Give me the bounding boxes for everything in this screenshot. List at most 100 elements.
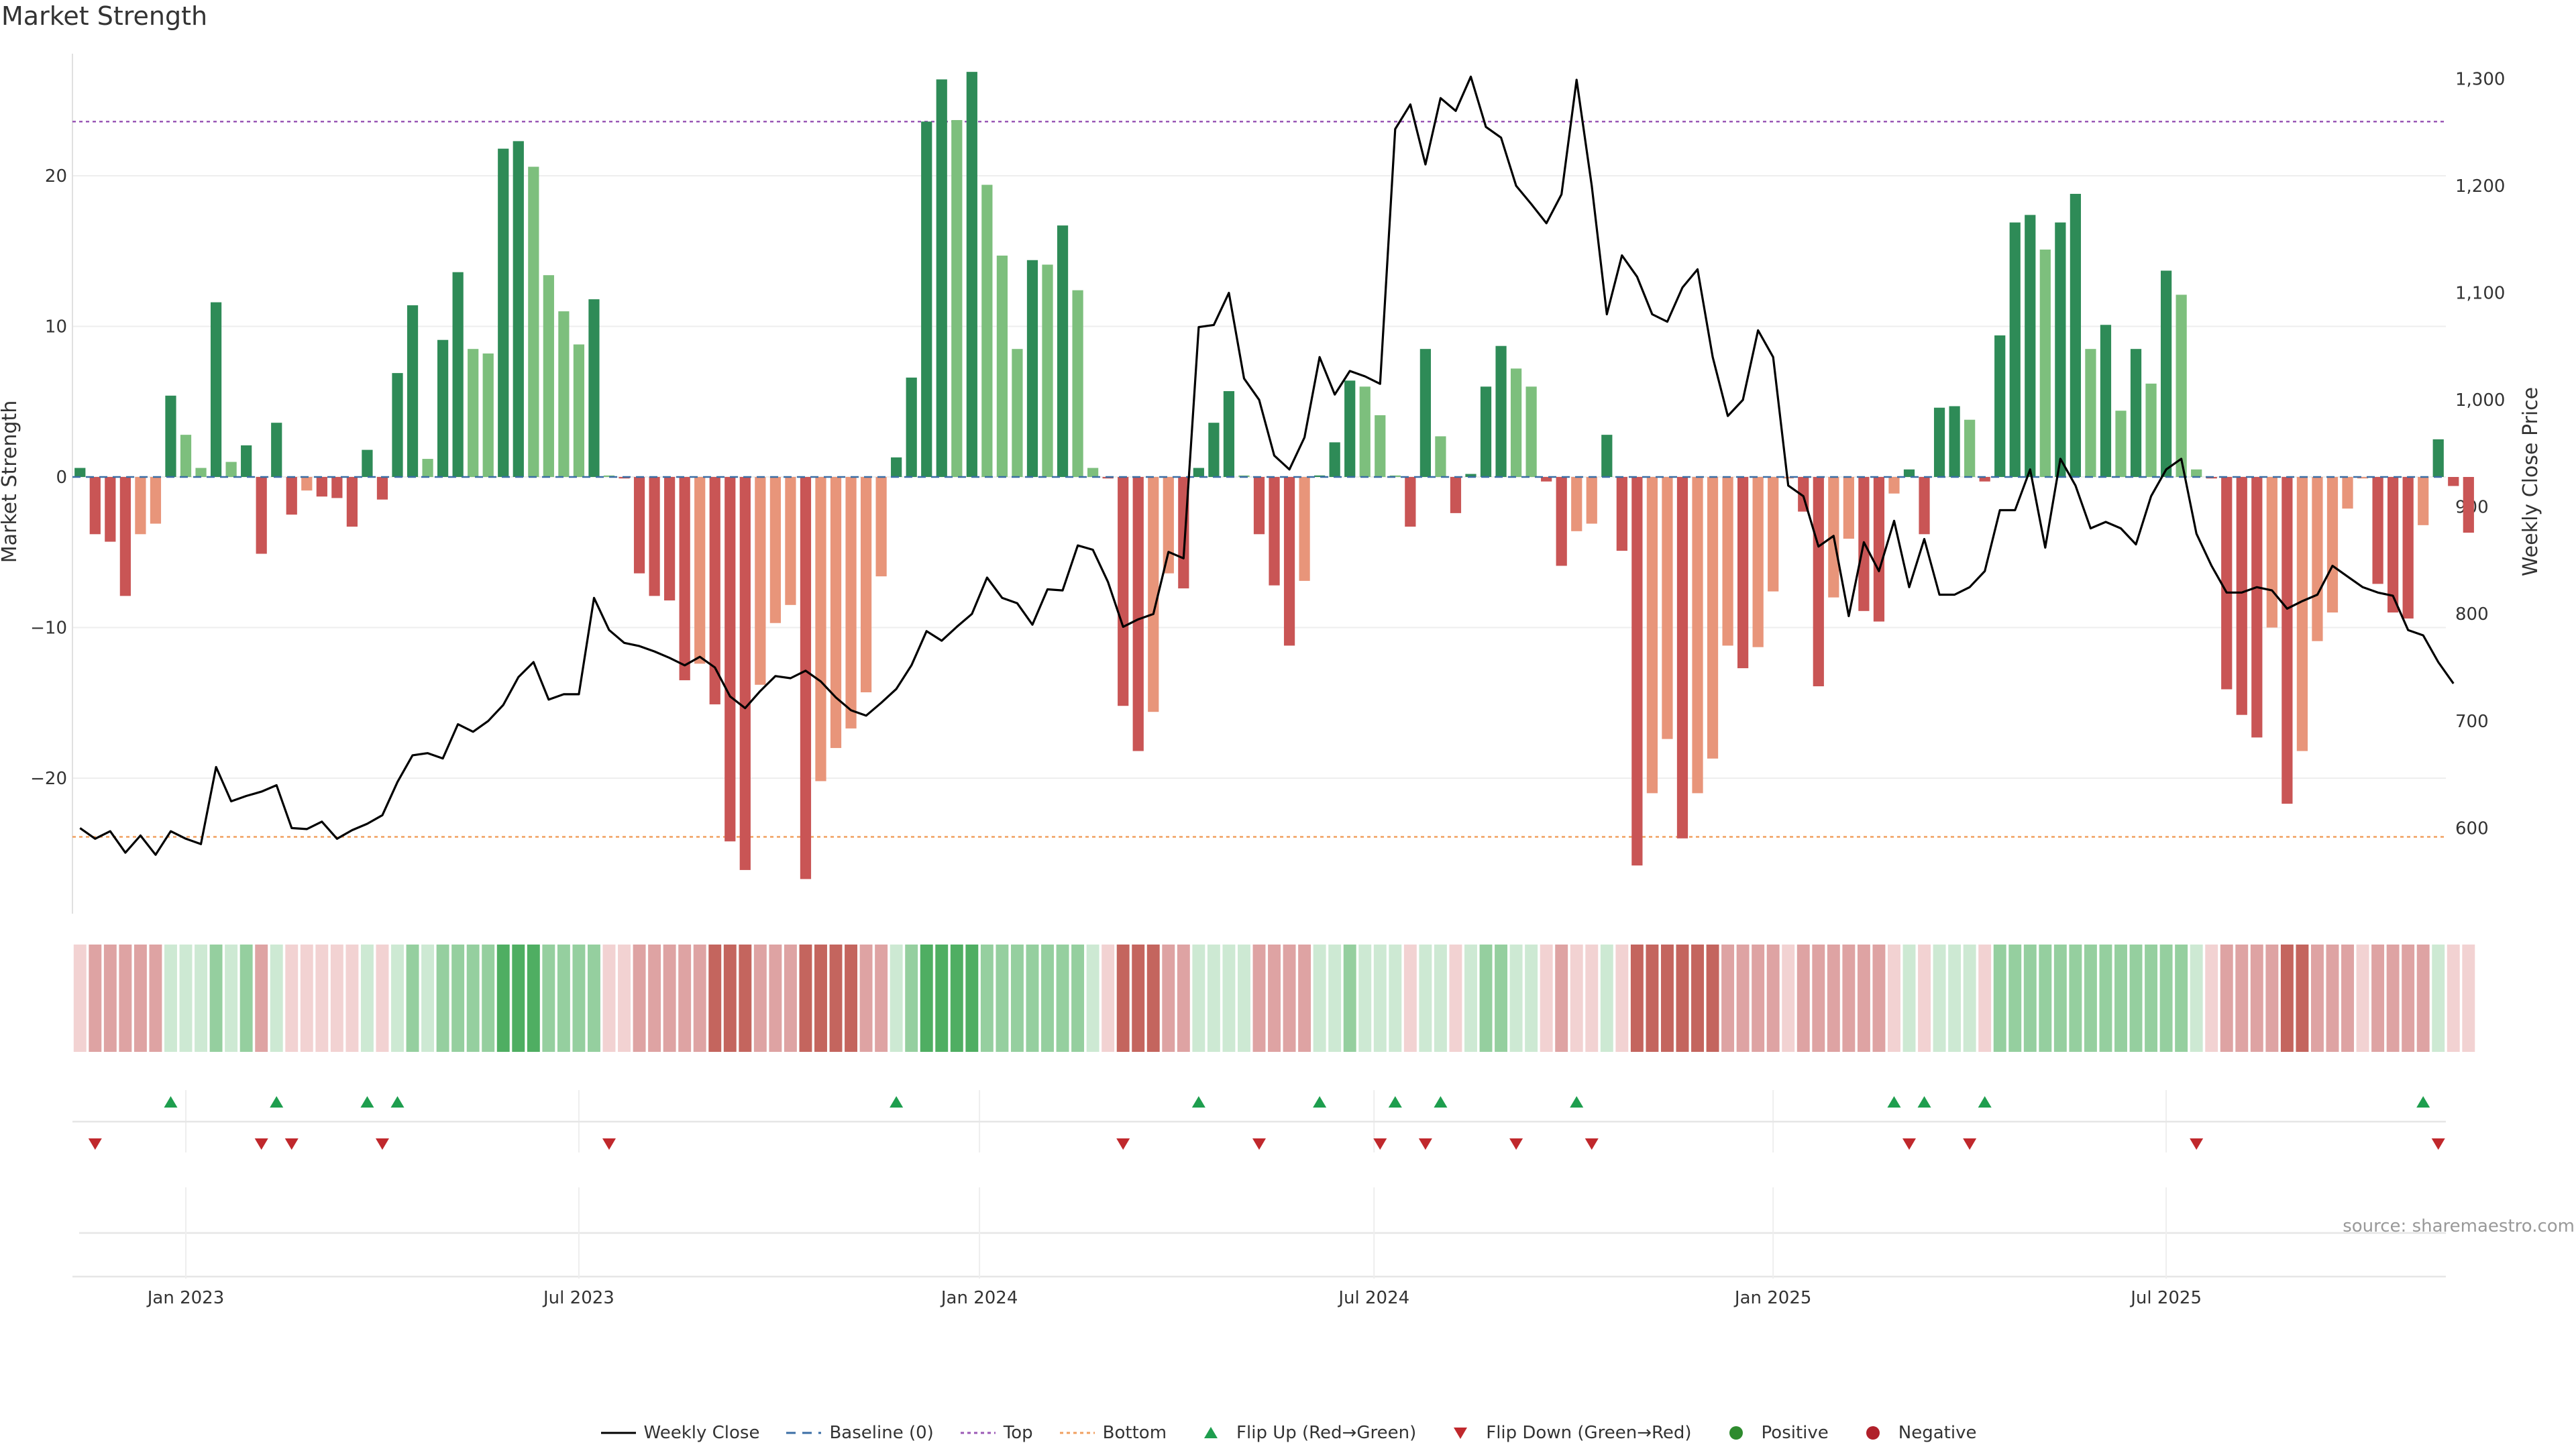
- regime-cell: [496, 945, 510, 1052]
- strength-bar: [1586, 477, 1597, 524]
- regime-cell: [1071, 945, 1085, 1052]
- regime-cell: [239, 945, 253, 1052]
- strength-bar: [2312, 477, 2323, 641]
- strength-bar: [1662, 477, 1673, 739]
- regime-cell: [1116, 945, 1130, 1052]
- regime-cell: [2386, 945, 2400, 1052]
- regime-cell: [2099, 945, 2112, 1052]
- strength-bar: [891, 457, 902, 477]
- strength-bar: [437, 339, 449, 477]
- regime-cell: [587, 945, 600, 1052]
- regime-cell: [1056, 945, 1069, 1052]
- legend-swatch: [1204, 1427, 1218, 1438]
- regime-cell: [1978, 945, 1992, 1052]
- flip-down-marker: [1963, 1138, 1977, 1150]
- regime-cell: [1419, 945, 1432, 1052]
- strength-bar: [1193, 468, 1204, 477]
- x-tick-label: Jan 2025: [1733, 1288, 1812, 1308]
- strength-bar: [785, 477, 796, 605]
- strength-bar: [1994, 335, 2006, 477]
- x-tick-label: Jan 2024: [940, 1288, 1018, 1308]
- regime-cell: [1026, 945, 1039, 1052]
- strength-bar: [1026, 260, 1038, 477]
- regime-cell: [1721, 945, 1735, 1052]
- strength-bar: [2100, 325, 2112, 477]
- regime-cell: [1373, 945, 1387, 1052]
- strength-bar: [119, 477, 131, 596]
- strength-bar: [1269, 477, 1280, 586]
- regime-cell: [360, 945, 374, 1052]
- regime-cell: [2023, 945, 2037, 1052]
- strength-bar: [633, 477, 645, 574]
- flip-up-marker: [1570, 1096, 1584, 1108]
- regime-cell: [1298, 945, 1311, 1052]
- regime-cell: [1403, 945, 1417, 1052]
- regime-cell: [2069, 945, 2082, 1052]
- regime-cell: [1752, 945, 1765, 1052]
- strength-bar: [1541, 477, 1552, 482]
- strength-bar: [1646, 477, 1658, 794]
- y-right-tick-label: 800: [2455, 604, 2489, 625]
- regime-cell: [1827, 945, 1840, 1052]
- regime-cell: [2129, 945, 2143, 1052]
- legend-item-flip-up: Flip Up (Red→Green): [1192, 1423, 1416, 1443]
- y-right-tick-label: 600: [2455, 818, 2489, 839]
- regime-cell: [1177, 945, 1190, 1052]
- regime-cell: [1918, 945, 1931, 1052]
- regime-cell: [814, 945, 827, 1052]
- strength-bar: [2372, 477, 2383, 584]
- regime-cell: [421, 945, 435, 1052]
- strength-bar: [1722, 477, 1733, 646]
- regime-cell: [527, 945, 540, 1052]
- strength-bar: [664, 477, 676, 601]
- regime-cell: [1252, 945, 1266, 1052]
- regime-cell: [2326, 945, 2339, 1052]
- strength-bar: [1344, 380, 1356, 477]
- regime-cell: [1162, 945, 1175, 1052]
- legend-label: Bottom: [1102, 1423, 1167, 1443]
- regime-cell: [482, 945, 495, 1052]
- flip-down-marker: [284, 1138, 299, 1150]
- regime-cell: [572, 945, 586, 1052]
- strength-bar: [1148, 477, 1159, 712]
- strength-bar: [1087, 468, 1099, 477]
- strength-bar: [2387, 477, 2399, 613]
- strength-bar: [225, 462, 237, 477]
- strength-bar: [1510, 368, 1522, 477]
- regime-cell: [2447, 945, 2460, 1052]
- strength-bar: [1752, 477, 1764, 647]
- regime-cell: [784, 945, 797, 1052]
- strength-bar: [2025, 215, 2036, 477]
- strength-bar: [966, 72, 977, 478]
- regime-cell: [2265, 945, 2279, 1052]
- strength-bar: [1012, 349, 1023, 477]
- regime-cell: [2371, 945, 2385, 1052]
- strength-bar: [649, 477, 660, 596]
- strength-bar: [422, 459, 433, 477]
- y-left-tick-label: 20: [45, 166, 67, 186]
- flip-down-marker: [1418, 1138, 1432, 1150]
- regime-cell: [1389, 945, 1402, 1052]
- regime-cell: [2039, 945, 2052, 1052]
- strength-bar: [2055, 222, 2066, 477]
- regime-cell: [1706, 945, 1719, 1052]
- strength-bar: [906, 377, 917, 477]
- regime-cell: [1993, 945, 2006, 1052]
- legend-swatch: [1866, 1426, 1880, 1440]
- flip-down-marker: [1585, 1138, 1599, 1150]
- strength-bar: [996, 256, 1008, 477]
- regime-cell: [1041, 945, 1054, 1052]
- flip-up-marker: [1887, 1096, 1901, 1108]
- strength-bar: [755, 477, 766, 685]
- regime-cell: [195, 945, 208, 1052]
- legend-swatch: [1729, 1426, 1743, 1440]
- regime-cell: [436, 945, 449, 1052]
- regime-cell: [723, 945, 737, 1052]
- regime-cell: [2280, 945, 2294, 1052]
- regime-cell: [209, 945, 223, 1052]
- regime-cell: [255, 945, 268, 1052]
- legend-item-negative: Negative: [1854, 1423, 1976, 1443]
- strength-bar: [2266, 477, 2277, 628]
- legend-item-bottom: Bottom: [1059, 1423, 1167, 1443]
- legend-label: Weekly Close: [643, 1423, 760, 1443]
